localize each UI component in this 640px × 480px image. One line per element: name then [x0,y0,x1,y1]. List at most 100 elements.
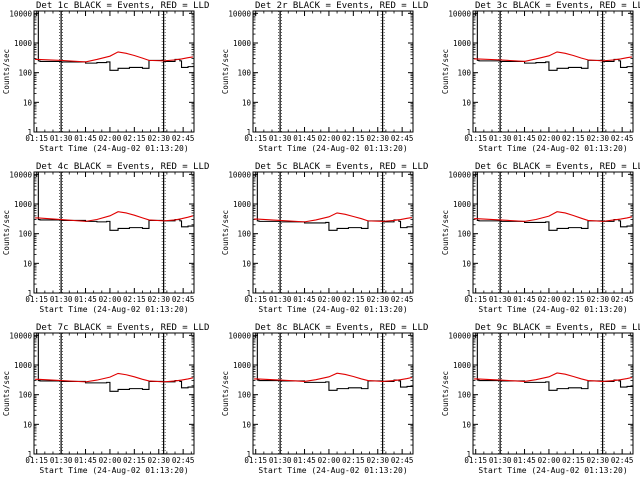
y-tick-label: 10000 [9,9,32,18]
chart-panel: Det 2r BLACK = Events, RED = LLD 1 10 100 10… [221,1,428,153]
x-tick-label: 01:30 [269,456,292,465]
y-axis-label: Counts/sec [221,210,230,255]
x-tick-label: 01:45 [513,456,536,465]
x-tick-label: 02:15 [123,456,146,465]
y-axis-label: Counts/sec [2,49,11,94]
x-tick-label: 01:45 [293,134,316,143]
chart-title: Det 5c BLACK = Events, RED = LLD [255,162,428,172]
chart-panel: Det 8c BLACK = Events, RED = LLD 1 10 100 10… [221,323,428,475]
y-tick-label: 100 [18,230,32,239]
x-tick-label: 02:30 [586,134,609,143]
x-tick-label: 02:30 [147,456,170,465]
y-tick-label: 10 [242,259,252,268]
x-tick-label: 02:45 [611,295,634,304]
y-tick-label: 10000 [448,170,471,179]
y-tick-label: 1 [466,450,471,459]
chart-title: Det 3c BLACK = Events, RED = LLD [475,1,640,11]
series-line-lld [474,372,633,382]
x-tick-label: 01:30 [489,134,512,143]
chart-panel: Det 1c BLACK = Events, RED = LLD 1 10 100 10… [2,1,209,153]
y-tick-label: 10000 [9,331,32,340]
x-tick-label: 01:15 [244,456,267,465]
y-tick-label: 1000 [14,200,33,209]
x-axis-label: Start Time (24-Aug-02 01:13:20) [258,305,407,314]
x-axis-label: Start Time (24-Aug-02 01:13:20) [478,305,627,314]
x-tick-label: 02:45 [391,456,414,465]
y-tick-label: 1000 [14,39,33,48]
series-line-lld [35,51,194,63]
y-tick-label: 100 [457,391,471,400]
y-tick-label: 1 [246,450,251,459]
x-tick-label: 01:15 [25,134,48,143]
series-line-events [474,10,633,71]
x-axis-label: Start Time (24-Aug-02 01:13:20) [258,144,407,153]
x-axis-label: Start Time (24-Aug-02 01:13:20) [478,466,627,475]
y-tick-label: 100 [18,69,32,78]
y-tick-label: 10000 [448,9,471,18]
x-tick-label: 01:45 [74,456,97,465]
y-axis-label: Counts/sec [221,371,230,416]
y-tick-label: 1 [246,128,251,137]
y-tick-label: 1000 [453,39,472,48]
chart-title: Det 2r BLACK = Events, RED = LLD [255,1,428,11]
plot-frame [252,171,414,294]
x-tick-label: 01:30 [50,134,73,143]
y-axis-label: Counts/sec [441,371,450,416]
y-tick-label: 10 [23,420,33,429]
series-line-lld [254,212,412,223]
x-tick-label: 01:15 [244,134,267,143]
chart-title: Det 6c BLACK = Events, RED = LLD [475,162,640,172]
y-tick-label: 1 [466,289,471,298]
x-tick-label: 01:15 [464,456,487,465]
x-tick-label: 01:30 [50,295,73,304]
y-tick-label: 1 [27,289,32,298]
x-tick-label: 02:30 [366,295,389,304]
chart-title: Det 4c BLACK = Events, RED = LLD [36,162,209,172]
chart-title: Det 9c BLACK = Events, RED = LLD [475,323,640,333]
x-tick-label: 02:45 [391,134,414,143]
y-tick-label: 1000 [233,361,252,370]
y-axis-label: Counts/sec [441,49,450,94]
plot-frame [472,332,634,455]
y-axis-label: Counts/sec [441,210,450,255]
series-line-events [474,171,633,231]
y-tick-label: 1000 [453,200,472,209]
y-tick-label: 10000 [228,9,251,18]
chart-title: Det 1c BLACK = Events, RED = LLD [36,1,209,11]
x-tick-label: 02:15 [562,456,585,465]
x-tick-label: 01:45 [293,295,316,304]
x-tick-label: 01:30 [489,295,512,304]
plot-frame [472,10,634,133]
chart-panel: Det 6c BLACK = Events, RED = LLD 1 10 100 10… [441,162,640,314]
x-tick-label: 02:15 [562,295,585,304]
y-tick-label: 10000 [9,170,32,179]
plot-frame [33,171,195,294]
chart-panel: Det 3c BLACK = Events, RED = LLD 1 10 100 10… [441,1,640,153]
x-tick-label: 02:00 [99,456,122,465]
x-tick-label: 01:15 [464,295,487,304]
x-tick-label: 02:30 [366,134,389,143]
series-line-lld [474,51,633,62]
y-tick-label: 10000 [228,170,251,179]
chart-panel: Det 4c BLACK = Events, RED = LLD 1 10 100 10… [2,162,209,314]
y-tick-label: 1000 [453,361,472,370]
series-line-events [35,332,194,392]
plot-frame [472,171,634,294]
y-tick-label: 100 [237,69,251,78]
x-tick-label: 02:45 [172,295,195,304]
x-tick-label: 02:00 [99,295,122,304]
series-line-lld [35,372,194,383]
x-tick-label: 01:30 [50,456,73,465]
x-tick-label: 02:45 [391,295,414,304]
x-tick-label: 02:00 [99,134,122,143]
x-tick-label: 02:00 [318,134,341,143]
x-tick-label: 02:15 [342,134,365,143]
x-tick-label: 01:30 [269,295,292,304]
y-tick-label: 100 [237,230,251,239]
y-tick-label: 1000 [233,39,252,48]
x-tick-label: 01:45 [74,134,97,143]
series-line-events [254,171,413,231]
series-line-events [474,332,633,391]
x-tick-label: 01:15 [464,134,487,143]
